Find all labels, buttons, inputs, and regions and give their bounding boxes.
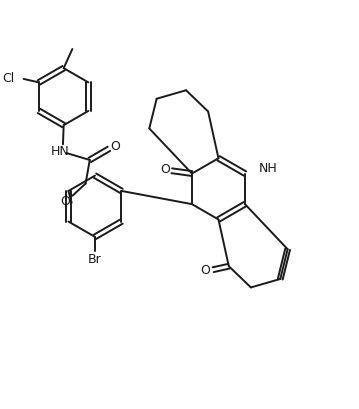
Text: Cl: Cl <box>3 72 15 85</box>
Text: Br: Br <box>88 253 102 265</box>
Text: O: O <box>201 264 210 277</box>
Text: HN: HN <box>51 145 70 158</box>
Text: NH: NH <box>259 162 278 175</box>
Text: O: O <box>160 163 170 176</box>
Text: O: O <box>110 139 120 153</box>
Text: O: O <box>60 195 70 208</box>
